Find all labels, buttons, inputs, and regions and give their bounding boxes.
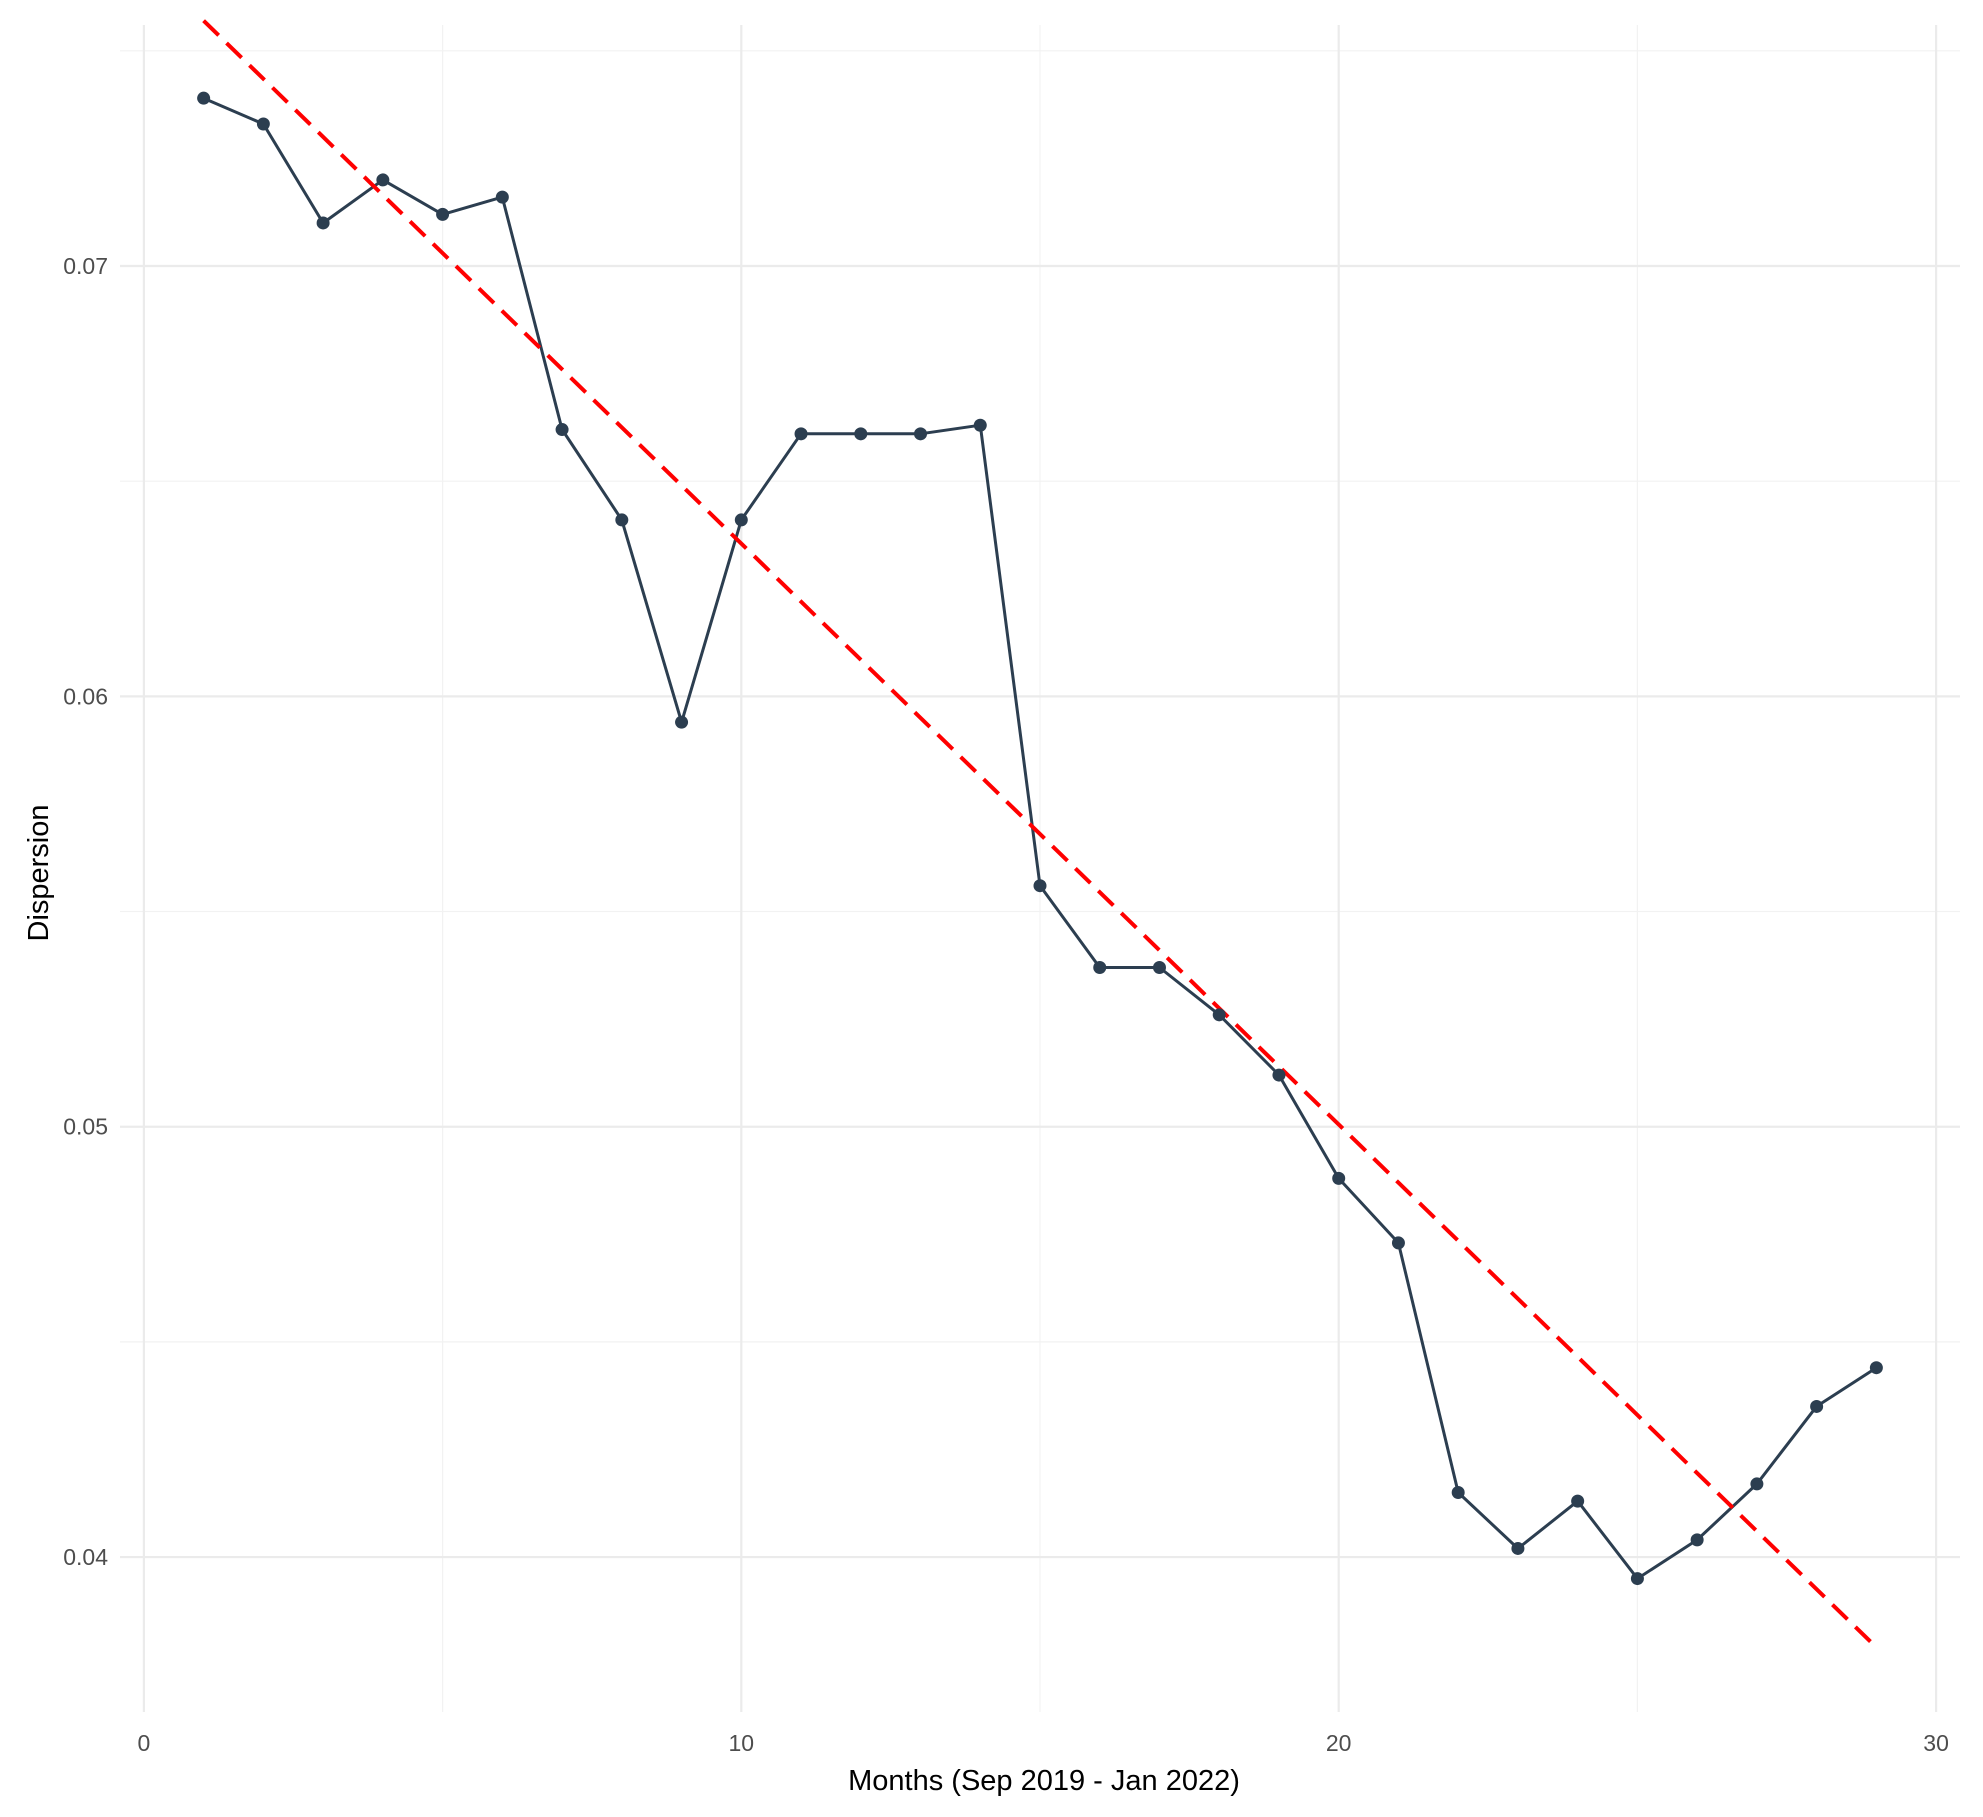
x-tick-label: 20 <box>1326 1730 1352 1756</box>
data-point <box>1869 1361 1883 1375</box>
data-point <box>376 173 390 187</box>
data-point <box>316 216 330 230</box>
data-point <box>436 207 450 221</box>
data-point <box>1630 1572 1644 1586</box>
data-point <box>914 427 928 441</box>
data-points <box>197 91 1883 1586</box>
x-tick-label: 0 <box>137 1730 150 1756</box>
y-tick-label: 0.04 <box>63 1544 108 1570</box>
y-tick-label: 0.07 <box>63 253 108 279</box>
grid-lines <box>120 25 1960 1712</box>
x-tick-label: 10 <box>729 1730 755 1756</box>
data-point <box>675 715 689 729</box>
data-point <box>1511 1541 1525 1555</box>
x-tick-labels: 0 10 20 30 <box>137 1730 1948 1756</box>
data-point <box>1451 1486 1465 1500</box>
data-point <box>256 117 270 131</box>
data-point <box>615 513 629 527</box>
data-point <box>1152 960 1166 974</box>
data-point <box>1332 1171 1346 1185</box>
data-point <box>1033 879 1047 893</box>
data-point <box>1272 1068 1286 1082</box>
y-axis-label: Dispersion <box>23 805 55 942</box>
x-tick-label: 30 <box>1923 1730 1949 1756</box>
data-point <box>734 513 748 527</box>
trend-line <box>202 19 1878 1649</box>
data-point <box>1212 1008 1226 1022</box>
data-point <box>555 423 569 437</box>
data-point <box>197 91 211 105</box>
data-point <box>1750 1477 1764 1491</box>
data-point <box>973 418 987 432</box>
data-point <box>1810 1399 1824 1413</box>
data-point <box>495 190 509 204</box>
y-tick-label: 0.05 <box>63 1114 108 1140</box>
data-point <box>1571 1494 1585 1508</box>
data-point <box>1690 1533 1704 1547</box>
y-tick-label: 0.06 <box>63 683 108 709</box>
data-point <box>794 427 808 441</box>
data-point <box>854 427 868 441</box>
data-point <box>1391 1236 1405 1250</box>
data-point <box>1093 960 1107 974</box>
y-tick-labels: 0.04 0.05 0.06 0.07 <box>63 253 108 1570</box>
x-axis-label: Months (Sep 2019 - Jan 2022) <box>848 1765 1240 1797</box>
